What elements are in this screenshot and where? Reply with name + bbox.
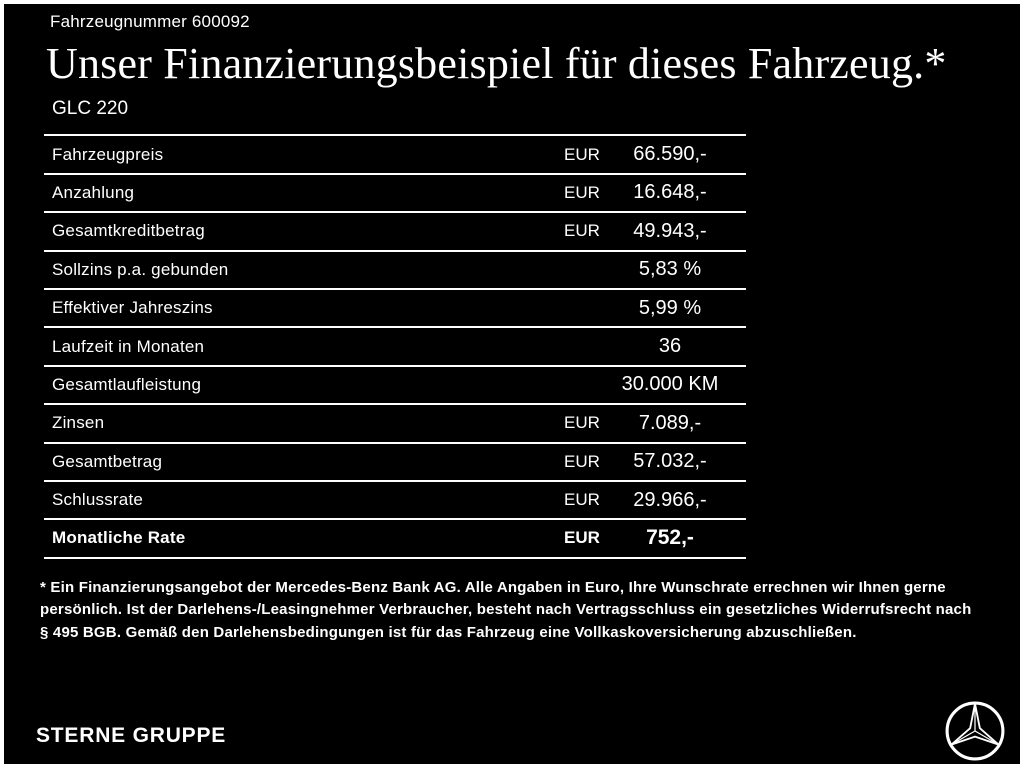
table-row: Anzahlung EUR 16.648,-: [44, 172, 746, 211]
row-currency: EUR: [564, 221, 600, 241]
page-title: Unser Finanzierungsbeispiel für dieses F…: [46, 39, 947, 88]
row-label: Effektiver Jahreszins: [52, 298, 213, 318]
footnote-text: * Ein Finanzierungsangebot der Mercedes-…: [40, 578, 972, 641]
table-row: Zinsen EUR 7.089,-: [44, 403, 746, 441]
row-label: Gesamtkreditbetrag: [52, 221, 205, 241]
row-value: 57.032,-: [633, 450, 707, 473]
row-label: Fahrzeugpreis: [52, 144, 164, 164]
row-label: Monatliche Rate: [52, 528, 186, 548]
row-value: 7.089,-: [638, 411, 702, 434]
table-row-monthly-rate: Monatliche Rate EUR 752,-: [44, 518, 746, 559]
row-currency: EUR: [564, 528, 600, 548]
row-value: 36: [658, 335, 682, 358]
table-row: Gesamtkreditbetrag EUR 49.943,-: [44, 211, 746, 249]
row-value: 5,99 %: [638, 296, 702, 319]
row-value: 49.943,-: [633, 219, 707, 242]
row-currency: EUR: [564, 144, 600, 164]
row-label: Gesamtbetrag: [52, 451, 163, 471]
table-row: Gesamtlaufleistung 30.000 KM: [44, 364, 746, 403]
row-value: 29.966,-: [633, 488, 707, 511]
vehicle-model: GLC 220: [52, 98, 129, 120]
row-label: Laufzeit in Monaten: [52, 336, 205, 356]
row-currency: EUR: [564, 490, 600, 510]
row-value: 752,-: [646, 526, 694, 550]
table-row: Sollzins p.a. gebunden 5,83 %: [44, 249, 746, 288]
vehicle-number: Fahrzeugnummer 600092: [50, 12, 250, 31]
row-label: Gesamtlaufleistung: [52, 374, 202, 394]
row-value: 16.648,-: [633, 181, 707, 204]
row-label: Zinsen: [52, 413, 105, 433]
row-label: Anzahlung: [52, 182, 135, 202]
row-value: 30.000 KM: [621, 373, 719, 396]
row-currency: EUR: [564, 413, 600, 433]
table-row: Gesamtbetrag EUR 57.032,-: [44, 441, 746, 480]
row-label: Sollzins p.a. gebunden: [52, 259, 229, 279]
financing-table: Fahrzeugpreis EUR 66.590,- Anzahlung EUR…: [44, 134, 746, 559]
row-value: 66.590,-: [633, 143, 707, 166]
table-row: Laufzeit in Monaten 36: [44, 326, 746, 364]
dealer-brand: STERNE GRUPPE: [36, 724, 227, 747]
row-label: Schlussrate: [52, 490, 144, 510]
table-row: Schlussrate EUR 29.966,-: [44, 479, 746, 518]
row-value: 5,83 %: [638, 258, 702, 281]
table-row: Effektiver Jahreszins 5,99 %: [44, 287, 746, 326]
row-currency: EUR: [564, 182, 600, 202]
table-row: Fahrzeugpreis EUR 66.590,-: [44, 134, 746, 172]
row-currency: EUR: [564, 451, 600, 471]
mercedes-star-icon: [945, 701, 1005, 761]
